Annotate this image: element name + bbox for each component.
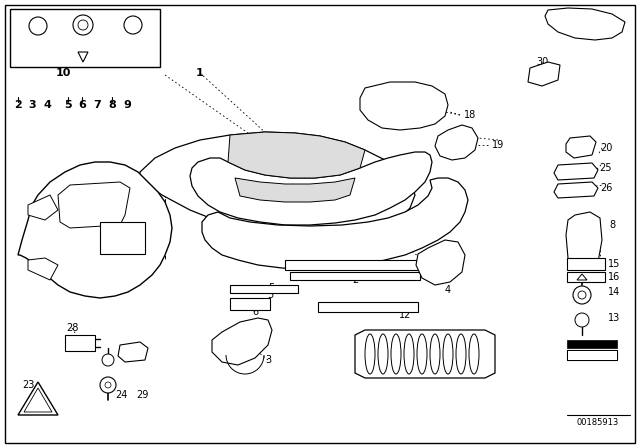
Bar — [567, 340, 617, 348]
Polygon shape — [212, 318, 272, 365]
Circle shape — [105, 382, 111, 388]
Text: 2: 2 — [14, 100, 22, 110]
Text: 9: 9 — [123, 100, 131, 110]
Polygon shape — [566, 212, 602, 268]
Polygon shape — [78, 52, 88, 62]
Polygon shape — [566, 136, 596, 158]
Polygon shape — [528, 62, 560, 86]
Bar — [230, 298, 270, 310]
Circle shape — [78, 20, 88, 30]
Circle shape — [29, 17, 47, 35]
Bar — [567, 258, 605, 270]
Bar — [290, 272, 420, 280]
Polygon shape — [140, 132, 415, 234]
Circle shape — [124, 16, 142, 34]
Text: !: ! — [36, 401, 40, 410]
Bar — [100, 222, 145, 254]
Circle shape — [73, 15, 93, 35]
Text: 3: 3 — [28, 100, 36, 110]
Text: 11: 11 — [444, 335, 456, 345]
Text: 8: 8 — [108, 100, 116, 110]
Text: 15: 15 — [608, 259, 620, 269]
Text: 5: 5 — [268, 283, 275, 293]
Polygon shape — [118, 342, 148, 362]
Circle shape — [100, 377, 116, 393]
Polygon shape — [18, 162, 172, 298]
Text: 3: 3 — [265, 355, 271, 365]
Circle shape — [102, 354, 114, 366]
Text: 27: 27 — [112, 213, 124, 223]
Circle shape — [578, 291, 586, 299]
Polygon shape — [360, 82, 448, 130]
Text: 13: 13 — [608, 313, 620, 323]
Text: 17: 17 — [18, 13, 30, 23]
Text: 00185913: 00185913 — [577, 418, 619, 426]
Text: 16: 16 — [608, 272, 620, 282]
Polygon shape — [416, 240, 465, 285]
Text: 6: 6 — [252, 307, 258, 317]
Text: 21: 21 — [68, 13, 81, 23]
Text: 2: 2 — [352, 275, 358, 285]
Bar — [10, 9, 160, 67]
Circle shape — [575, 313, 589, 327]
Text: 29: 29 — [136, 390, 148, 400]
Polygon shape — [435, 125, 478, 160]
Text: 9: 9 — [598, 13, 604, 23]
Bar — [230, 285, 298, 293]
Text: 22: 22 — [112, 13, 125, 23]
Text: 10: 10 — [55, 68, 70, 78]
Text: 4: 4 — [445, 285, 451, 295]
Text: 20: 20 — [600, 143, 612, 153]
Circle shape — [573, 286, 591, 304]
Text: 24: 24 — [115, 390, 127, 400]
Text: 6: 6 — [255, 303, 261, 313]
Polygon shape — [545, 8, 625, 40]
Polygon shape — [577, 274, 587, 280]
Polygon shape — [18, 382, 58, 415]
Bar — [567, 272, 605, 282]
Bar — [567, 350, 617, 360]
Bar — [65, 335, 95, 351]
Text: 23: 23 — [22, 380, 35, 390]
Text: 18: 18 — [464, 110, 476, 120]
Text: 14: 14 — [608, 287, 620, 297]
Text: 8: 8 — [609, 220, 615, 230]
Bar — [285, 260, 430, 270]
Text: 1: 1 — [196, 68, 204, 78]
Text: 7: 7 — [407, 262, 413, 272]
Polygon shape — [355, 330, 495, 378]
Polygon shape — [554, 163, 598, 180]
Polygon shape — [554, 182, 598, 198]
Polygon shape — [202, 178, 468, 270]
Text: 19: 19 — [492, 140, 504, 150]
Text: 7: 7 — [93, 100, 101, 110]
Polygon shape — [567, 350, 617, 360]
Polygon shape — [58, 182, 130, 228]
Text: 6: 6 — [78, 100, 86, 110]
Text: 30: 30 — [536, 57, 548, 67]
Text: 26: 26 — [600, 183, 612, 193]
Polygon shape — [28, 258, 58, 280]
Polygon shape — [235, 178, 355, 202]
Text: 5: 5 — [64, 100, 72, 110]
Polygon shape — [190, 152, 432, 225]
Text: 5: 5 — [267, 290, 273, 300]
Text: 4: 4 — [43, 100, 51, 110]
Bar — [318, 302, 418, 312]
Polygon shape — [228, 132, 365, 178]
Polygon shape — [24, 388, 52, 412]
Text: 28: 28 — [66, 323, 78, 333]
Text: 12: 12 — [399, 310, 411, 320]
Text: 25: 25 — [600, 163, 612, 173]
Polygon shape — [28, 195, 58, 220]
